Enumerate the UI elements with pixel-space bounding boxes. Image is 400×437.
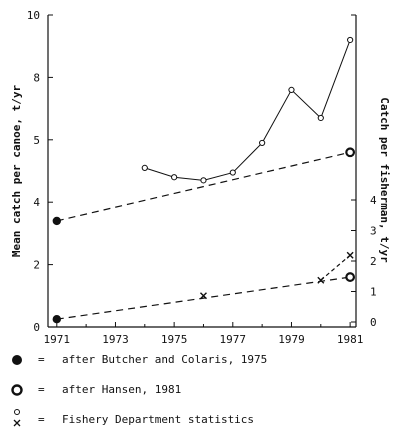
y-tick-label: 10 bbox=[27, 9, 40, 22]
y-tick-label: 8 bbox=[33, 71, 40, 84]
open-circle-point bbox=[347, 36, 354, 44]
chart: 0 2 4 5 8 10 1971 1973 1975 1977 1979 1981 0 1 2 3 4 Mean… bbox=[10, 9, 391, 345]
open-circle-point bbox=[141, 164, 148, 171]
open-circle-point bbox=[171, 174, 178, 181]
legend-separator: = bbox=[38, 383, 45, 396]
x-tick-label: 1971 bbox=[44, 333, 71, 345]
y-tick-label: 0 bbox=[33, 321, 40, 334]
x-tick-label: 1981 bbox=[337, 333, 364, 345]
open-circle-point bbox=[229, 169, 236, 176]
right-y-axis-title: Catch per fisherman, t/yr bbox=[378, 97, 391, 263]
right-y-tick-label: 3 bbox=[370, 225, 377, 238]
x-tick-label: 1979 bbox=[278, 333, 305, 345]
y-tick-label: 5 bbox=[33, 134, 40, 147]
bold-open-circle-icon bbox=[11, 384, 23, 396]
bold-open-circle-point bbox=[345, 272, 356, 282]
right-y-tick-label: 2 bbox=[370, 255, 377, 268]
filled-circle-icon bbox=[12, 355, 22, 365]
y-tick-label: 4 bbox=[33, 196, 40, 209]
legend-label: after Butcher and Colaris, 1975 bbox=[62, 353, 268, 366]
x-tick-label: 1973 bbox=[102, 333, 129, 345]
open-circle-point bbox=[200, 177, 207, 184]
fishery-series-line bbox=[144, 39, 351, 181]
cross-point bbox=[317, 276, 325, 284]
right-y-tick-label: 4 bbox=[370, 194, 377, 207]
open-circle-point bbox=[288, 86, 295, 93]
legend-separator: = bbox=[38, 413, 45, 426]
y-tick-label: 2 bbox=[33, 259, 40, 272]
right-y-tick-label: 1 bbox=[370, 286, 377, 299]
legend-separator: = bbox=[38, 353, 45, 366]
x-tick-label: 1977 bbox=[220, 333, 247, 345]
open-circle-point bbox=[259, 139, 266, 147]
trend-line bbox=[56, 276, 351, 320]
open-circle-point bbox=[317, 114, 324, 122]
bold-open-circle-point bbox=[345, 147, 356, 158]
open-circle-cross-icon bbox=[13, 409, 21, 427]
filled-circle-point bbox=[52, 216, 61, 226]
x-tick-label: 1975 bbox=[161, 333, 188, 345]
cross-point bbox=[199, 292, 207, 300]
filled-circle-point bbox=[52, 315, 61, 324]
y-axis-title: Mean catch per canoe, t/yr bbox=[10, 85, 23, 258]
cross-point bbox=[346, 251, 354, 259]
legend-label: Fishery Department statistics bbox=[62, 413, 255, 426]
trend-line bbox=[56, 151, 351, 222]
legend-label: after Hansen, 1981 bbox=[62, 383, 182, 396]
right-y-tick-label: 0 bbox=[370, 316, 377, 329]
legend: = after Butcher and Colaris, 1975 = afte… bbox=[10, 345, 390, 435]
